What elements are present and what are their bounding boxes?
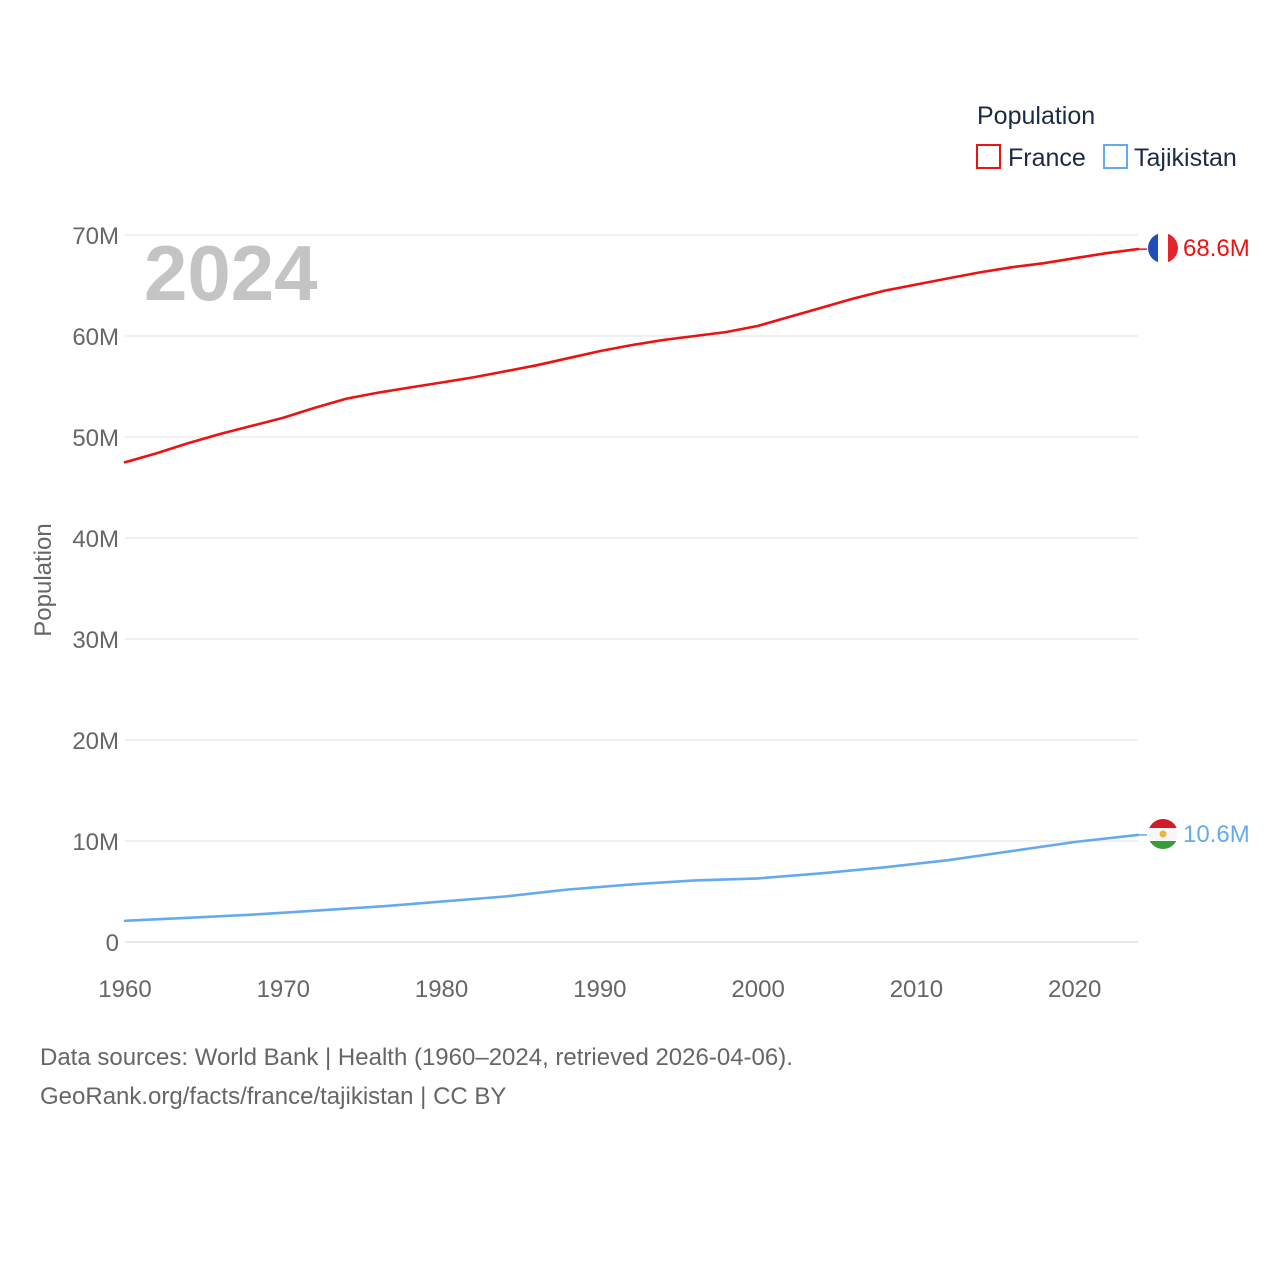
y-tick-label: 20M	[72, 728, 119, 755]
y-tick-label: 60M	[72, 324, 119, 351]
x-tick-label: 2010	[890, 976, 943, 1003]
legend-swatch-france	[976, 144, 1001, 169]
y-tick-label: 0	[106, 930, 119, 957]
legend-label-tajikistan: Tajikistan	[1134, 144, 1237, 172]
y-tick-label: 30M	[72, 627, 119, 654]
year-watermark: 2024	[144, 229, 318, 317]
x-tick-label: 1980	[415, 976, 468, 1003]
end-label-tajikistan: 10.6M	[1183, 821, 1250, 848]
end-label-france: 68.6M	[1183, 235, 1250, 262]
x-tick-label: 2000	[731, 976, 784, 1003]
tajikistan-flag-icon	[1148, 819, 1178, 849]
france-flag-icon	[1148, 233, 1178, 263]
series-line-tajikistan[interactable]	[123, 833, 1140, 923]
legend-title: Population	[977, 102, 1095, 130]
x-tick-label: 1960	[98, 976, 151, 1003]
y-tick-label: 10M	[72, 829, 119, 856]
y-tick-label: 50M	[72, 425, 119, 452]
x-tick-label: 1970	[257, 976, 310, 1003]
attribution-link[interactable]: GeoRank.org/facts/france/tajikistan | CC…	[40, 1083, 507, 1110]
y-tick-label: 40M	[72, 526, 119, 553]
y-axis-title: Population	[30, 523, 57, 636]
legend-item-tajikistan[interactable]: Tajikistan	[1103, 144, 1237, 172]
x-tick-label: 2020	[1048, 976, 1101, 1003]
legend-item-france[interactable]: France	[976, 144, 1086, 172]
series-line-france[interactable]	[123, 247, 1140, 464]
legend-swatch-tajikistan	[1103, 144, 1128, 169]
data-source-note: Data sources: World Bank | Health (1960–…	[40, 1044, 793, 1071]
legend-label-france: France	[1008, 144, 1086, 172]
x-tick-label: 1990	[573, 976, 626, 1003]
y-tick-label: 70M	[72, 223, 119, 250]
